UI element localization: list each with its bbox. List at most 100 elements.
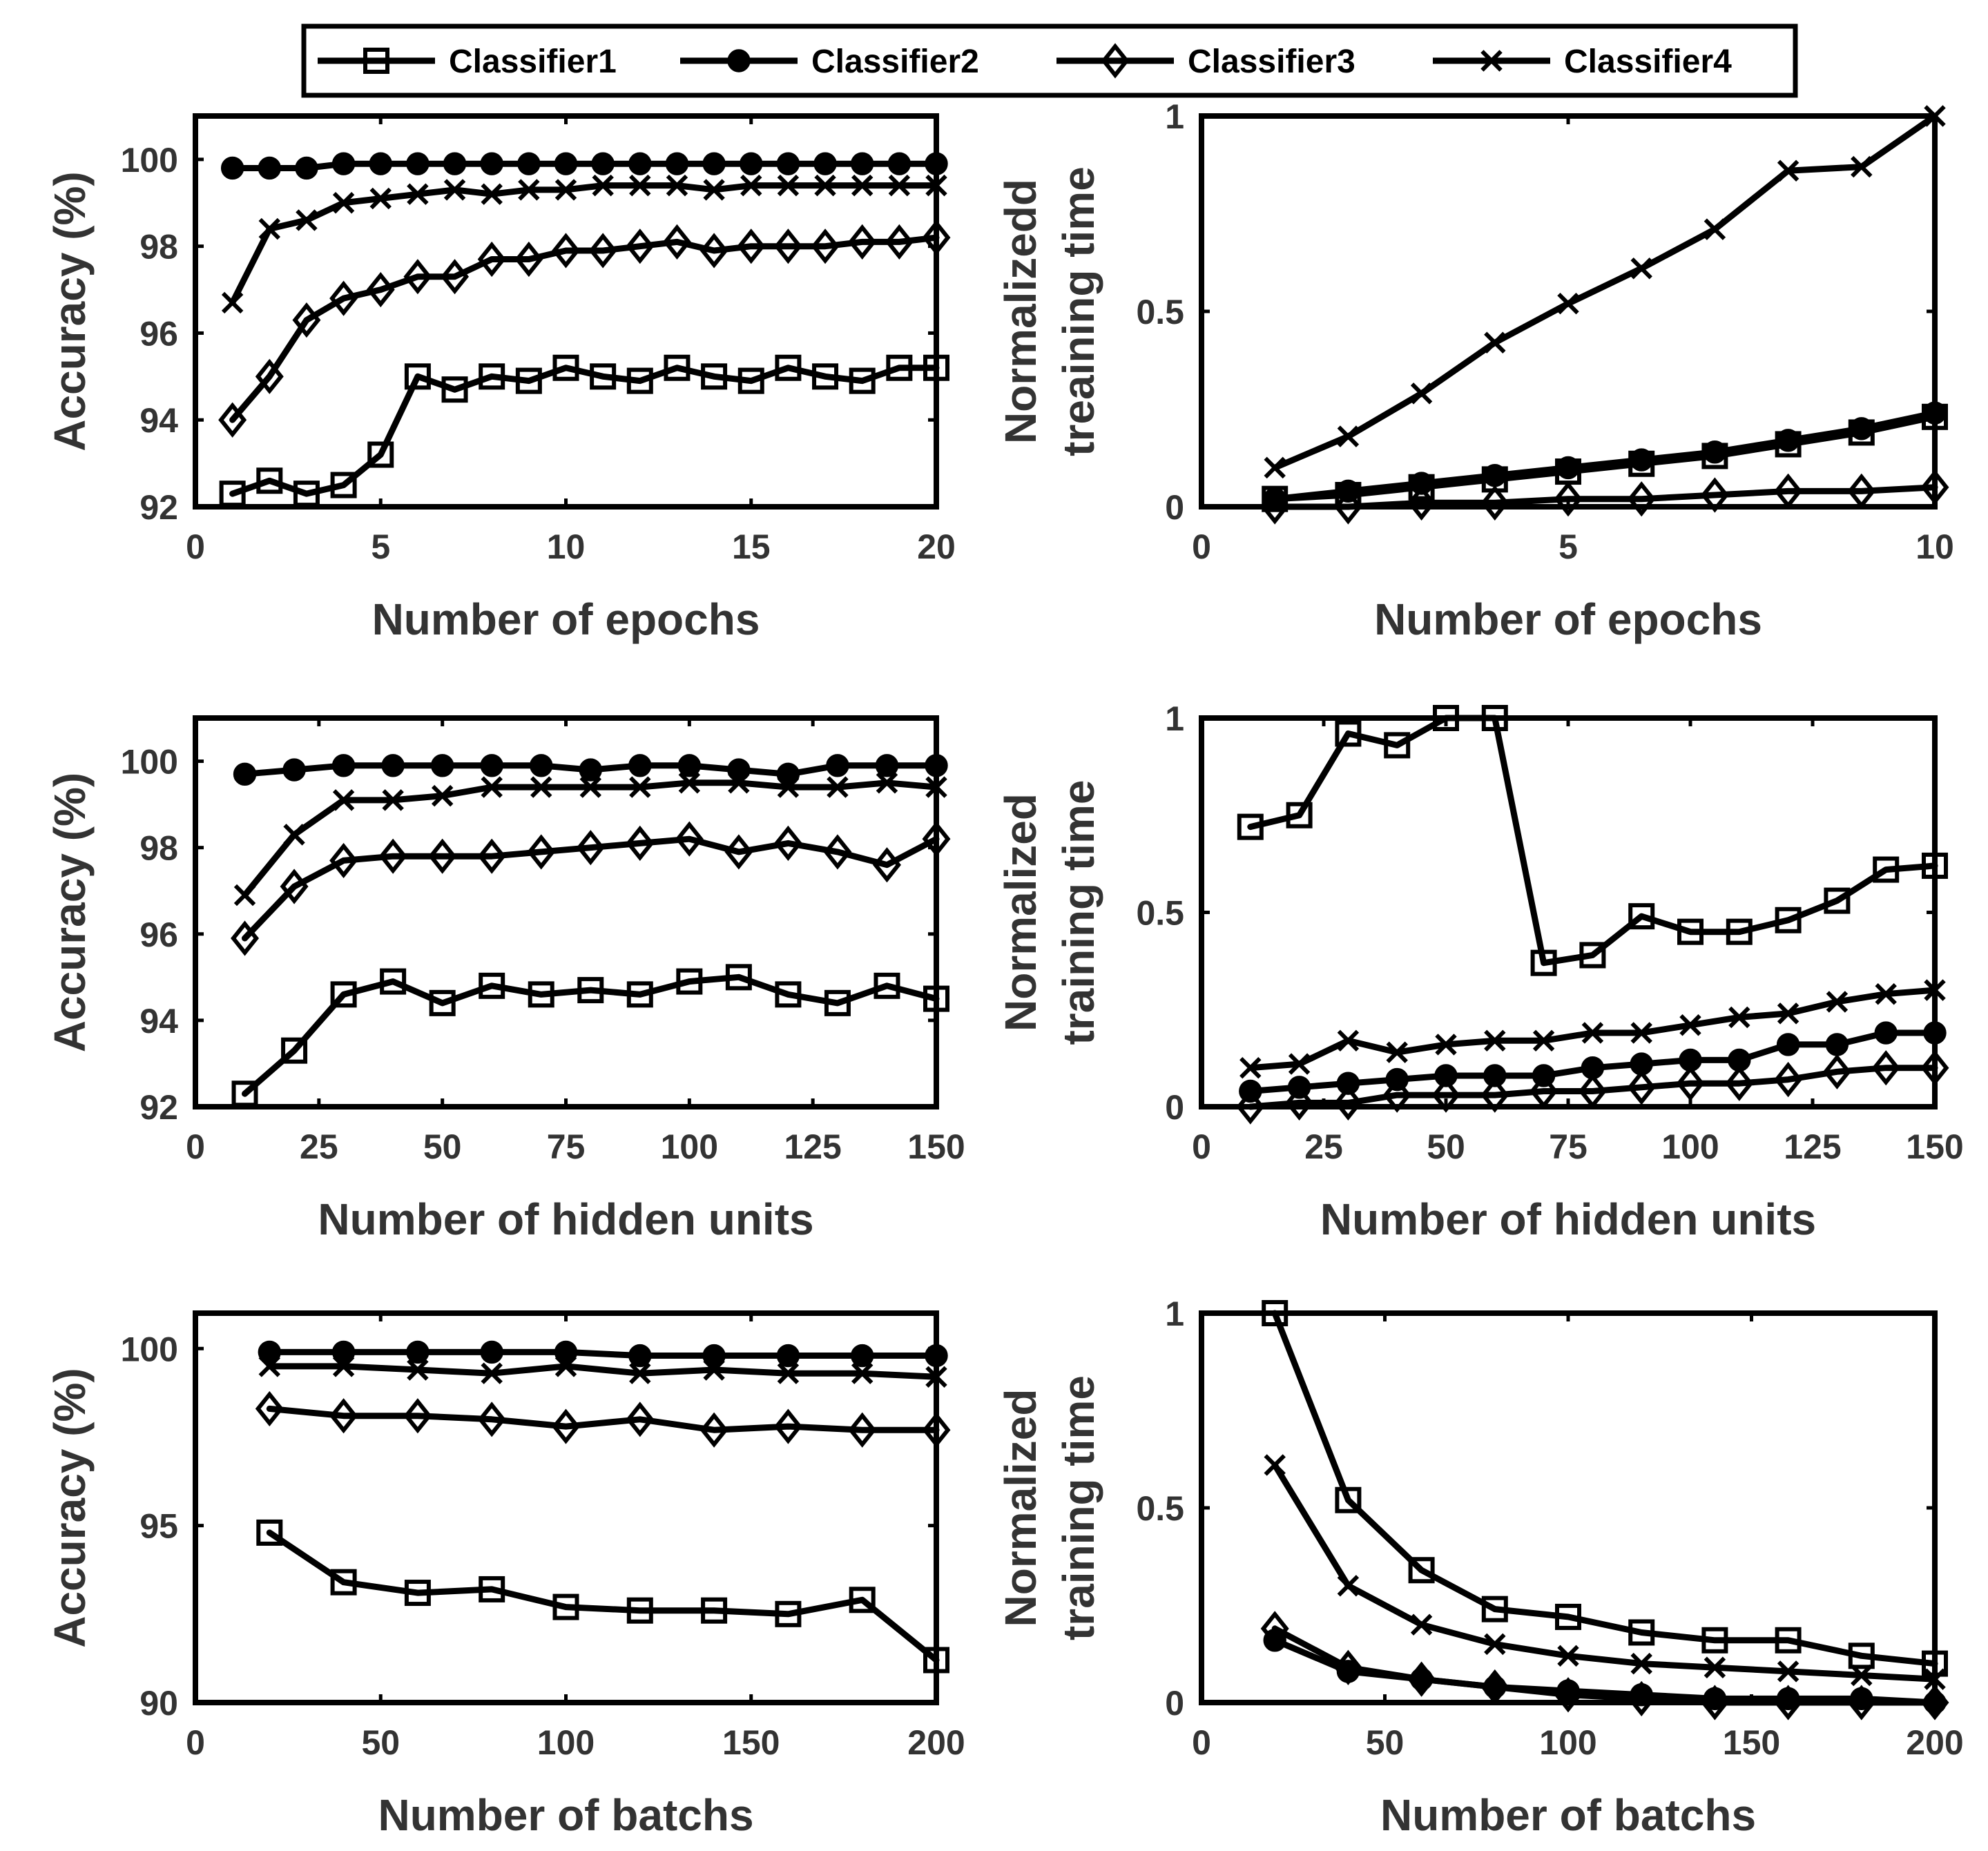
data-point	[1260, 1611, 1289, 1647]
data-point	[403, 259, 432, 295]
data-point	[665, 152, 689, 175]
data-point	[554, 1355, 577, 1377]
data-point	[701, 363, 728, 390]
data-point	[1434, 1064, 1458, 1087]
data-point	[728, 772, 750, 794]
data-point	[922, 220, 951, 255]
data-point	[925, 174, 947, 197]
data-point	[812, 363, 839, 390]
data-point	[628, 1344, 652, 1368]
series-line-Classifier2	[1271, 409, 1938, 503]
data-point	[1777, 1660, 1799, 1683]
data-point	[429, 989, 456, 1016]
y-tick-label: 0.5	[1136, 894, 1184, 933]
panel-acc-epochs: 0 5 10 15 20 92 94 96 98 100 Number of epochs Accur…	[45, 113, 956, 644]
data-point	[1875, 983, 1897, 1005]
x-axis-label: Number of hidden units	[1320, 1194, 1816, 1244]
data-point	[1288, 1053, 1311, 1075]
legend-entry-1: Classifier1	[318, 43, 617, 80]
data-point	[528, 981, 554, 1008]
data-point	[662, 224, 691, 260]
data-point	[293, 481, 320, 507]
data-point	[1628, 903, 1655, 930]
data-point	[1873, 856, 1900, 883]
data-point	[366, 271, 395, 308]
series-Classifier4	[233, 772, 947, 907]
data-point	[886, 354, 913, 381]
y-tick-label: 98	[139, 829, 178, 868]
series-Classifier3	[1236, 1050, 1949, 1125]
data-point	[381, 754, 405, 777]
x-tick-label: 50	[423, 1127, 462, 1166]
y-tick-label: 94	[139, 401, 178, 440]
data-point	[851, 174, 874, 197]
series-line-Classifier3	[242, 835, 940, 942]
data-point	[848, 1412, 877, 1448]
data-point	[777, 174, 800, 197]
data-point	[1410, 1613, 1433, 1636]
series-line-Classifier3	[1271, 1625, 1938, 1706]
data-point	[1407, 485, 1436, 521]
data-point	[1435, 1034, 1457, 1056]
data-point	[775, 354, 802, 381]
series-Classifier4	[1264, 1454, 1946, 1690]
data-point	[329, 280, 358, 316]
y-tick-label: 0.5	[1136, 293, 1184, 331]
data-point	[329, 842, 358, 879]
data-point	[332, 192, 355, 214]
data-point	[406, 152, 430, 175]
data-point	[380, 968, 407, 995]
data-point	[256, 467, 283, 494]
data-point	[218, 402, 247, 438]
plot-frame	[1199, 1310, 1938, 1705]
data-point	[678, 772, 701, 794]
data-point	[876, 772, 898, 794]
data-point	[1627, 1069, 1656, 1105]
y-tick-label: 92	[139, 1088, 178, 1127]
data-point	[1822, 1054, 1851, 1089]
y-tick-label: 95	[139, 1507, 178, 1546]
data-point	[1337, 1575, 1360, 1597]
data-point	[923, 1647, 949, 1674]
data-point	[369, 187, 392, 210]
data-point	[1923, 1021, 1947, 1045]
data-point	[1700, 477, 1729, 513]
data-point	[579, 776, 601, 798]
data-point	[221, 291, 244, 314]
data-point	[1382, 1077, 1411, 1113]
data-point	[1824, 887, 1851, 914]
data-point	[1630, 258, 1652, 280]
data-point	[1728, 1006, 1750, 1029]
legend: Classifier1 Classifier2 Classifier3 Classif…	[301, 23, 1798, 98]
data-point	[703, 179, 725, 201]
data-point	[517, 152, 541, 175]
data-point	[1337, 1029, 1360, 1052]
data-point	[676, 968, 703, 995]
data-point	[703, 1359, 725, 1381]
data-point	[1285, 1085, 1314, 1121]
y-axis-label: Normalized	[996, 1389, 1045, 1627]
data-point	[231, 1080, 258, 1107]
data-point	[1776, 1033, 1800, 1056]
data-point	[699, 233, 728, 269]
x-tick-label: 0	[186, 527, 205, 566]
series-line-Classifier1	[242, 973, 940, 1097]
data-point	[849, 367, 876, 394]
series-line-Classifier3	[266, 1405, 940, 1433]
data-point	[255, 1390, 284, 1427]
data-point	[552, 1593, 579, 1620]
data-point	[1851, 1664, 1873, 1687]
data-point	[1236, 1089, 1265, 1125]
data-point	[1922, 852, 1948, 879]
data-point	[1701, 1627, 1728, 1654]
data-point	[1484, 1633, 1506, 1656]
series-Classifier1	[1262, 1300, 1948, 1677]
data-point	[849, 1587, 876, 1613]
data-point	[675, 821, 704, 857]
legend-label-1: Classifier1	[449, 43, 617, 80]
y-tick-label: 96	[139, 314, 178, 353]
data-point	[851, 1362, 874, 1384]
data-point	[441, 259, 470, 295]
data-point	[1777, 159, 1799, 182]
data-point	[404, 363, 431, 390]
